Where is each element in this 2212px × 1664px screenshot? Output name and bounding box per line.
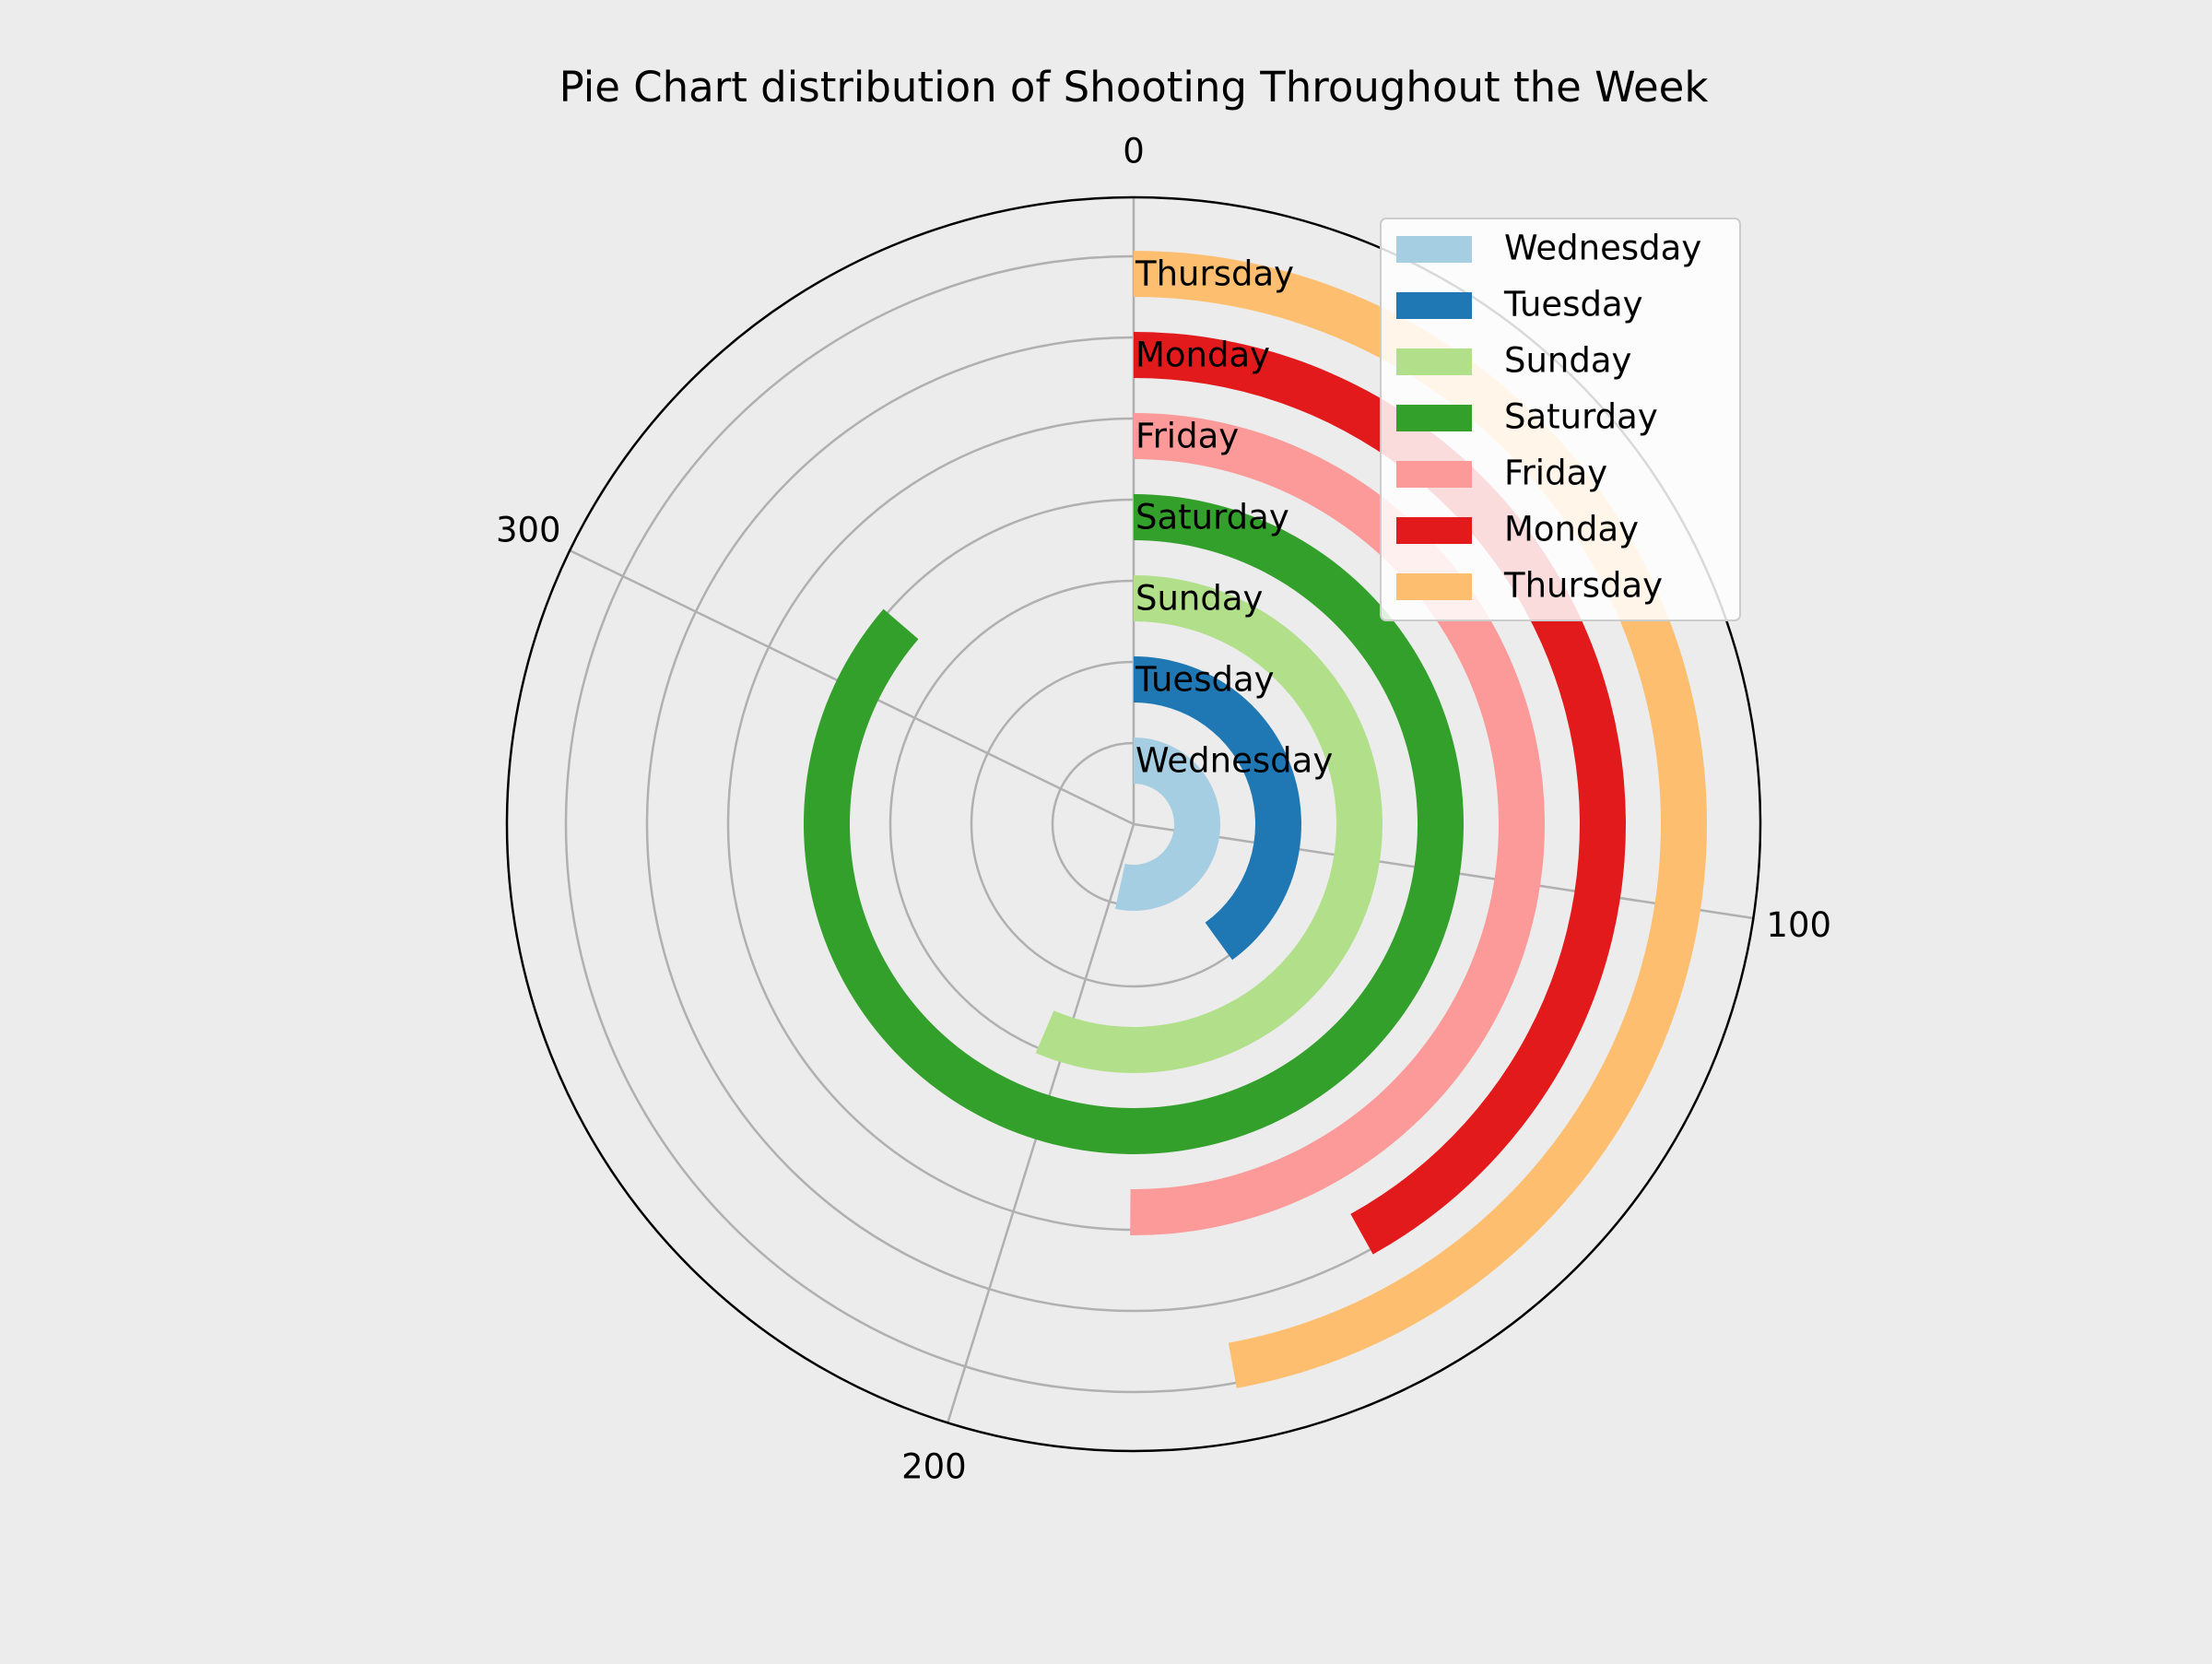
bar-label: Tuesday [1135, 660, 1275, 700]
angular-tick-label: 100 [1766, 905, 1831, 945]
bar-tuesday [1134, 656, 1301, 961]
bar-label: Monday [1135, 336, 1270, 375]
bar-label: Thursday [1135, 254, 1294, 294]
legend-label: Saturday [1504, 397, 1658, 437]
legend-label: Wednesday [1504, 229, 1701, 268]
polar-frame [505, 195, 1762, 1453]
angular-ticks: 0 100 200 300 [496, 132, 1831, 1487]
legend-label: Thursday [1503, 566, 1663, 606]
chart-title: Pie Chart distribution of Shooting Throu… [559, 63, 1709, 112]
angular-tick-label: 200 [901, 1447, 967, 1487]
angular-tick-label: 0 [1123, 132, 1145, 171]
legend-swatch [1396, 461, 1472, 488]
legend-swatch [1396, 236, 1472, 263]
bar-wednesday [1114, 738, 1221, 911]
legend-label: Monday [1504, 510, 1639, 549]
legend-swatch [1396, 292, 1472, 319]
angular-tick-label: 300 [496, 511, 561, 550]
bar-sunday [1035, 575, 1382, 1073]
legend-label: Tuesday [1503, 285, 1643, 325]
legend: Wednesday Tuesday Sunday Saturday Friday Mond… [1380, 218, 1741, 621]
bar-label: Wednesday [1135, 741, 1333, 781]
legend-swatch [1396, 348, 1472, 375]
bar-label: Sunday [1135, 579, 1263, 619]
legend-swatch [1396, 517, 1472, 544]
legend-swatch [1396, 405, 1472, 431]
bar-label: Friday [1135, 417, 1239, 456]
bar-labels: Wednesday Tuesday Sunday Saturday Friday Mond… [1135, 254, 1333, 781]
legend-label: Friday [1504, 454, 1607, 493]
legend-swatch [1396, 573, 1472, 600]
bar-label: Saturday [1135, 498, 1289, 537]
legend-label: Sunday [1504, 341, 1631, 381]
